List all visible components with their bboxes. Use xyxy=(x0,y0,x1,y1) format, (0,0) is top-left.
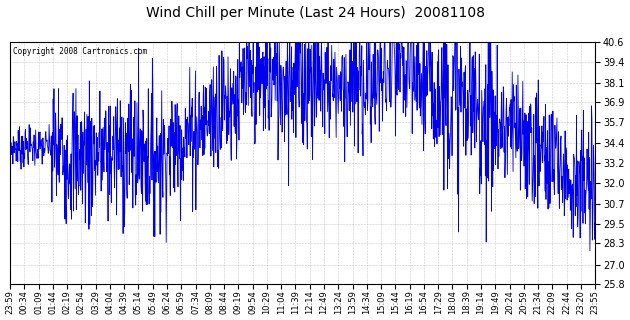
Text: Copyright 2008 Cartronics.com: Copyright 2008 Cartronics.com xyxy=(13,47,147,56)
Text: Wind Chill per Minute (Last 24 Hours)  20081108: Wind Chill per Minute (Last 24 Hours) 20… xyxy=(146,6,484,20)
